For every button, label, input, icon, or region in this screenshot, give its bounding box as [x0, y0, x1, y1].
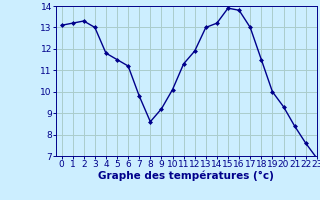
X-axis label: Graphe des températures (°c): Graphe des températures (°c) — [99, 171, 274, 181]
